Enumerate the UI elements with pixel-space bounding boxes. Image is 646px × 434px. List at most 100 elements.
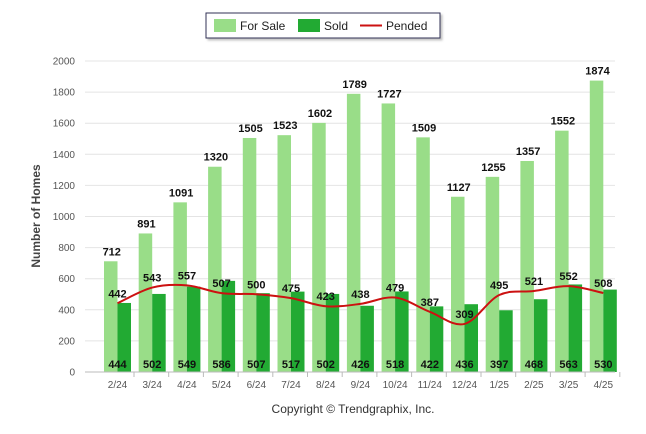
data-label-pended: 521 [525, 276, 543, 288]
legend-label-pended: Pended [386, 19, 427, 33]
x-tick-label: 2/25 [524, 380, 544, 391]
bar-sold [291, 291, 305, 372]
copyright-text: Copyright © Trendgraphix, Inc. [272, 402, 435, 416]
bar-for-sale [104, 261, 118, 372]
data-label-pended: 479 [386, 283, 404, 295]
bar-for-sale [555, 130, 569, 372]
data-label-for-sale: 1602 [308, 108, 332, 120]
data-label-sold: 518 [386, 359, 404, 371]
data-label-sold: 502 [317, 359, 335, 371]
legend-box [205, 12, 441, 39]
bar-sold [499, 310, 513, 372]
data-label-sold: 549 [178, 359, 196, 371]
data-label-sold: 530 [594, 359, 612, 371]
data-label-sold: 502 [143, 359, 161, 371]
legend-swatch-for-sale [214, 19, 236, 32]
data-label-pended: 508 [594, 278, 612, 290]
data-label-sold: 422 [421, 359, 439, 371]
y-tick-label: 1400 [53, 150, 76, 161]
bar-sold [568, 284, 583, 372]
y-tick-label: 600 [58, 274, 75, 285]
data-label-for-sale: 1727 [377, 88, 401, 100]
data-label-pended: 557 [178, 270, 196, 282]
x-tick-label: 11/24 [418, 380, 443, 391]
x-tick-label: 3/24 [142, 380, 162, 391]
x-tick-label: 4/25 [594, 380, 614, 391]
bar-sold [117, 302, 131, 372]
data-label-for-sale: 1874 [585, 66, 610, 78]
bar-for-sale [451, 196, 465, 372]
legend: For Sale Sold Pended [205, 12, 441, 39]
data-label-pended: 438 [351, 289, 369, 301]
x-tick-label: 3/25 [559, 380, 579, 391]
bar-sold [533, 299, 548, 372]
y-tick-label: 0 [69, 368, 75, 379]
line-layer [117, 283, 604, 326]
data-label-pended: 495 [490, 280, 508, 292]
data-label-for-sale: 1552 [551, 116, 575, 128]
y-tick-label: 800 [58, 243, 75, 254]
x-tick-label: 5/24 [212, 380, 232, 391]
x-tick-label: 9/24 [351, 380, 371, 391]
y-tick-label: 1200 [53, 181, 76, 192]
bar-for-sale [173, 202, 187, 372]
data-label-sold: 468 [525, 359, 543, 371]
bar-for-sale [485, 176, 500, 372]
bar-for-sale [208, 166, 222, 372]
pended-line [117, 283, 604, 326]
x-tick-label: 12/24 [452, 380, 477, 391]
x-tick-label: 4/24 [177, 380, 197, 391]
bar-sold [325, 293, 340, 372]
bar-for-sale [416, 137, 430, 372]
x-tick-label: 6/24 [247, 380, 267, 391]
data-label-for-sale: 1255 [481, 162, 505, 174]
x-tick-label: 1/25 [489, 380, 509, 391]
data-label-sold: 426 [351, 359, 369, 371]
data-label-for-sale: 1523 [273, 120, 297, 132]
data-label-pended: 552 [559, 271, 577, 283]
y-tick-label: 400 [58, 305, 75, 316]
bar-for-sale [589, 80, 604, 372]
bar-sold [395, 291, 409, 372]
bar-for-sale [520, 160, 534, 372]
bar-for-sale [277, 135, 291, 372]
bar-for-sale [312, 122, 326, 372]
data-label-sold: 397 [490, 359, 508, 371]
data-label-pended: 475 [282, 283, 300, 295]
data-label-for-sale: 1091 [169, 187, 193, 199]
data-label-pended: 442 [108, 288, 126, 300]
legend-label-sold: Sold [324, 19, 348, 33]
data-label-for-sale: 1505 [238, 123, 262, 135]
bar-for-sale [138, 233, 153, 372]
data-label-sold: 444 [108, 359, 127, 371]
data-label-sold: 586 [212, 359, 230, 371]
x-tick-label: 2/24 [108, 380, 128, 391]
data-label-pended: 387 [421, 297, 439, 309]
bar-sold [464, 304, 478, 372]
data-label-pended: 543 [143, 273, 161, 285]
data-label-for-sale: 1357 [516, 146, 540, 158]
data-label-sold: 436 [455, 359, 473, 371]
bar-for-sale [346, 93, 361, 373]
bar-sold [152, 293, 166, 372]
data-label-for-sale: 1789 [342, 79, 366, 91]
bar-for-sale [381, 103, 396, 372]
bar-sold [429, 306, 444, 372]
data-label-for-sale: 1127 [447, 182, 471, 194]
x-tick-label: 7/24 [281, 380, 301, 391]
y-tick-label: 1000 [53, 212, 76, 223]
y-tick-label: 1800 [53, 88, 76, 99]
data-label-for-sale: 1509 [412, 122, 436, 134]
data-label-for-sale: 1320 [204, 152, 228, 164]
data-label-for-sale: 712 [103, 246, 121, 258]
data-label-pended: 423 [317, 291, 335, 303]
data-label-pended: 500 [247, 279, 265, 291]
axis-layer: 0 200 400 600 800 1000 1200 1400 1600 1800 2000 2/2… [53, 57, 621, 391]
data-label-pended: 309 [455, 309, 473, 321]
legend-swatch-sold [298, 19, 320, 32]
y-tick-label: 200 [58, 336, 75, 347]
x-tick-label: 8/24 [316, 380, 336, 391]
bar-for-sale [242, 137, 257, 372]
bars-layer [104, 80, 617, 373]
